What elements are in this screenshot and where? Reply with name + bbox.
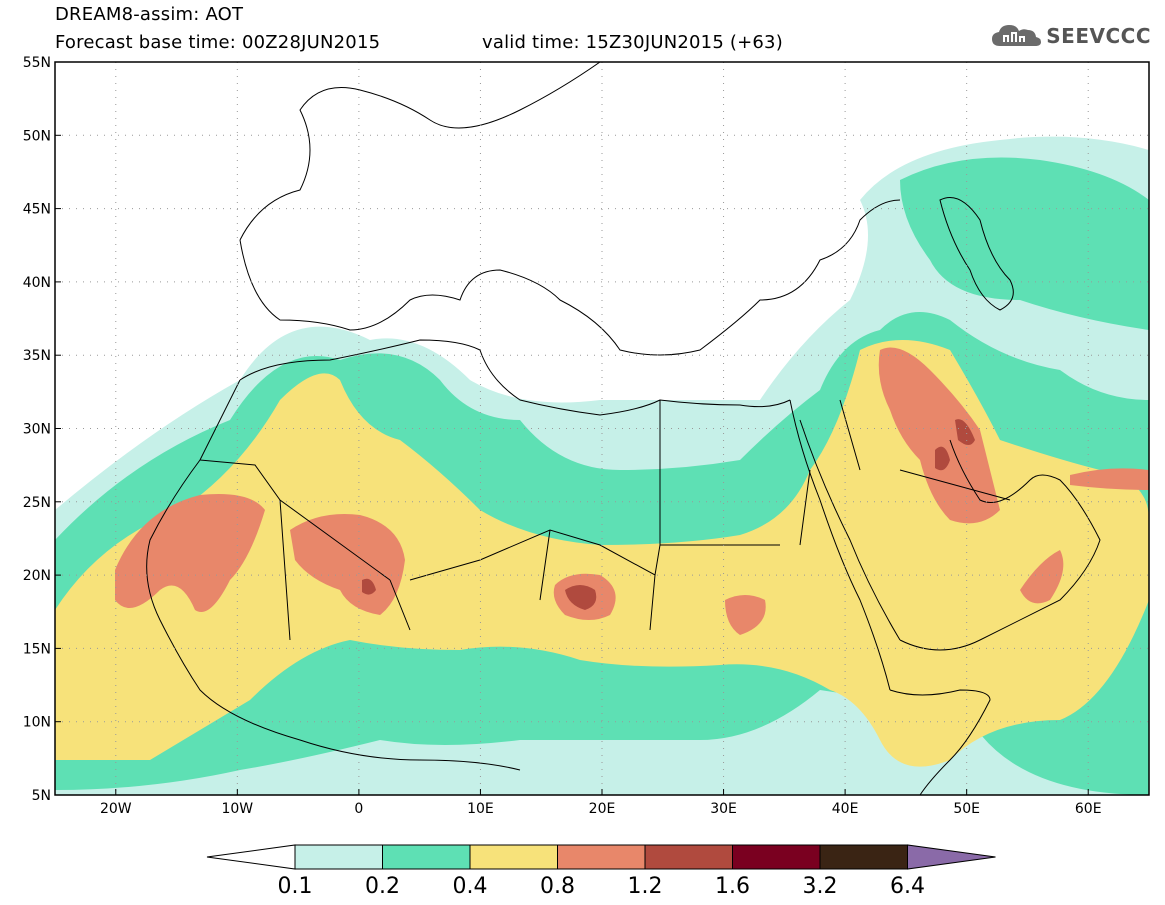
colorbar-label: 0.4 bbox=[453, 874, 488, 899]
lon-label: 0 bbox=[354, 801, 363, 817]
longitude-axis: 20W 10W 0 10E 20E 30E 40E 50E 60E bbox=[100, 789, 1102, 817]
aot-patch-0.8-b bbox=[290, 514, 405, 615]
map-grid bbox=[55, 62, 1149, 795]
lat-label: 5N bbox=[32, 788, 51, 804]
lon-label: 40E bbox=[832, 801, 859, 817]
colorbar-label: 0.8 bbox=[540, 874, 575, 899]
logo: SEEVCCC bbox=[990, 22, 1151, 50]
colorbar: 0.1 0.2 0.4 0.8 1.2 1.6 3.2 6.4 bbox=[206, 844, 996, 899]
lat-label: 45N bbox=[23, 202, 51, 218]
lon-label: 10W bbox=[221, 801, 253, 817]
aot-patch-0.8-f bbox=[1020, 550, 1064, 604]
europe-coast bbox=[239, 62, 901, 356]
colorbar-label: 0.1 bbox=[278, 874, 313, 899]
lon-label: 20E bbox=[589, 801, 616, 817]
aot-patch-1.2-c bbox=[935, 446, 950, 471]
lat-label: 10N bbox=[23, 715, 51, 731]
colorbar-segment bbox=[732, 844, 821, 870]
africa-west-coast bbox=[146, 379, 521, 771]
colorbar-label: 1.6 bbox=[715, 874, 750, 899]
colorbar-segment bbox=[557, 844, 646, 870]
colorbar-label: 0.2 bbox=[365, 874, 400, 899]
aot-contour-0.2-caspian bbox=[900, 157, 1149, 330]
lat-label: 35N bbox=[23, 348, 51, 364]
cloud-icon bbox=[992, 25, 1042, 46]
country-borders bbox=[199, 399, 1011, 641]
caspian-sea bbox=[939, 197, 1014, 311]
colorbar-label: 3.2 bbox=[803, 874, 838, 899]
aot-patch-0.8-d bbox=[725, 595, 766, 635]
colorbar-min-arrow bbox=[206, 844, 296, 870]
aot-patch-0.8-e bbox=[878, 347, 1000, 524]
latitude-axis: 55N 50N 45N 40N 35N 30N 25N 20N 15N 10N 5N bbox=[23, 55, 61, 804]
aot-patch-1.2-d bbox=[955, 419, 975, 445]
lat-label: 30N bbox=[23, 422, 51, 438]
lat-label: 25N bbox=[23, 495, 51, 511]
aot-patch-1.2-a bbox=[565, 585, 597, 610]
lon-label: 60E bbox=[1075, 801, 1102, 817]
colorbar-segment bbox=[469, 844, 558, 870]
colorbar-segment bbox=[294, 844, 383, 870]
horn-africa bbox=[889, 689, 991, 795]
aot-patch-0.8-a bbox=[115, 494, 265, 612]
colorbar-segment bbox=[644, 844, 733, 870]
lon-label: 50E bbox=[953, 801, 980, 817]
lat-label: 40N bbox=[23, 275, 51, 291]
colorbar-label: 1.2 bbox=[628, 874, 663, 899]
lat-label: 50N bbox=[23, 128, 51, 144]
aot-patch-1.2-b bbox=[362, 578, 376, 595]
colorbar-label: 6.4 bbox=[890, 874, 925, 899]
africa-north-coast bbox=[239, 339, 791, 416]
coastlines bbox=[146, 62, 1101, 795]
lon-label: 20W bbox=[100, 801, 132, 817]
logo-text: SEEVCCC bbox=[1046, 24, 1151, 48]
aot-patch-0.8-g bbox=[1070, 468, 1149, 490]
colorbar-segment bbox=[382, 844, 471, 870]
lon-label: 10E bbox=[467, 801, 494, 817]
aot-contour-0.4 bbox=[55, 340, 1149, 767]
lat-label: 55N bbox=[23, 55, 51, 71]
arabia-coast bbox=[899, 439, 1101, 651]
colorbar-max-arrow bbox=[907, 844, 996, 870]
lon-label: 30E bbox=[710, 801, 737, 817]
base-time: Forecast base time: 00Z28JUN2015 bbox=[55, 32, 381, 53]
lat-label: 20N bbox=[23, 568, 51, 584]
valid-time: valid time: 15Z30JUN2015 (+63) bbox=[482, 32, 783, 53]
map-title: DREAM8-assim: AOT bbox=[55, 4, 244, 25]
lat-label: 15N bbox=[23, 641, 51, 657]
colorbar-segment bbox=[819, 844, 908, 870]
red-sea bbox=[789, 399, 901, 691]
